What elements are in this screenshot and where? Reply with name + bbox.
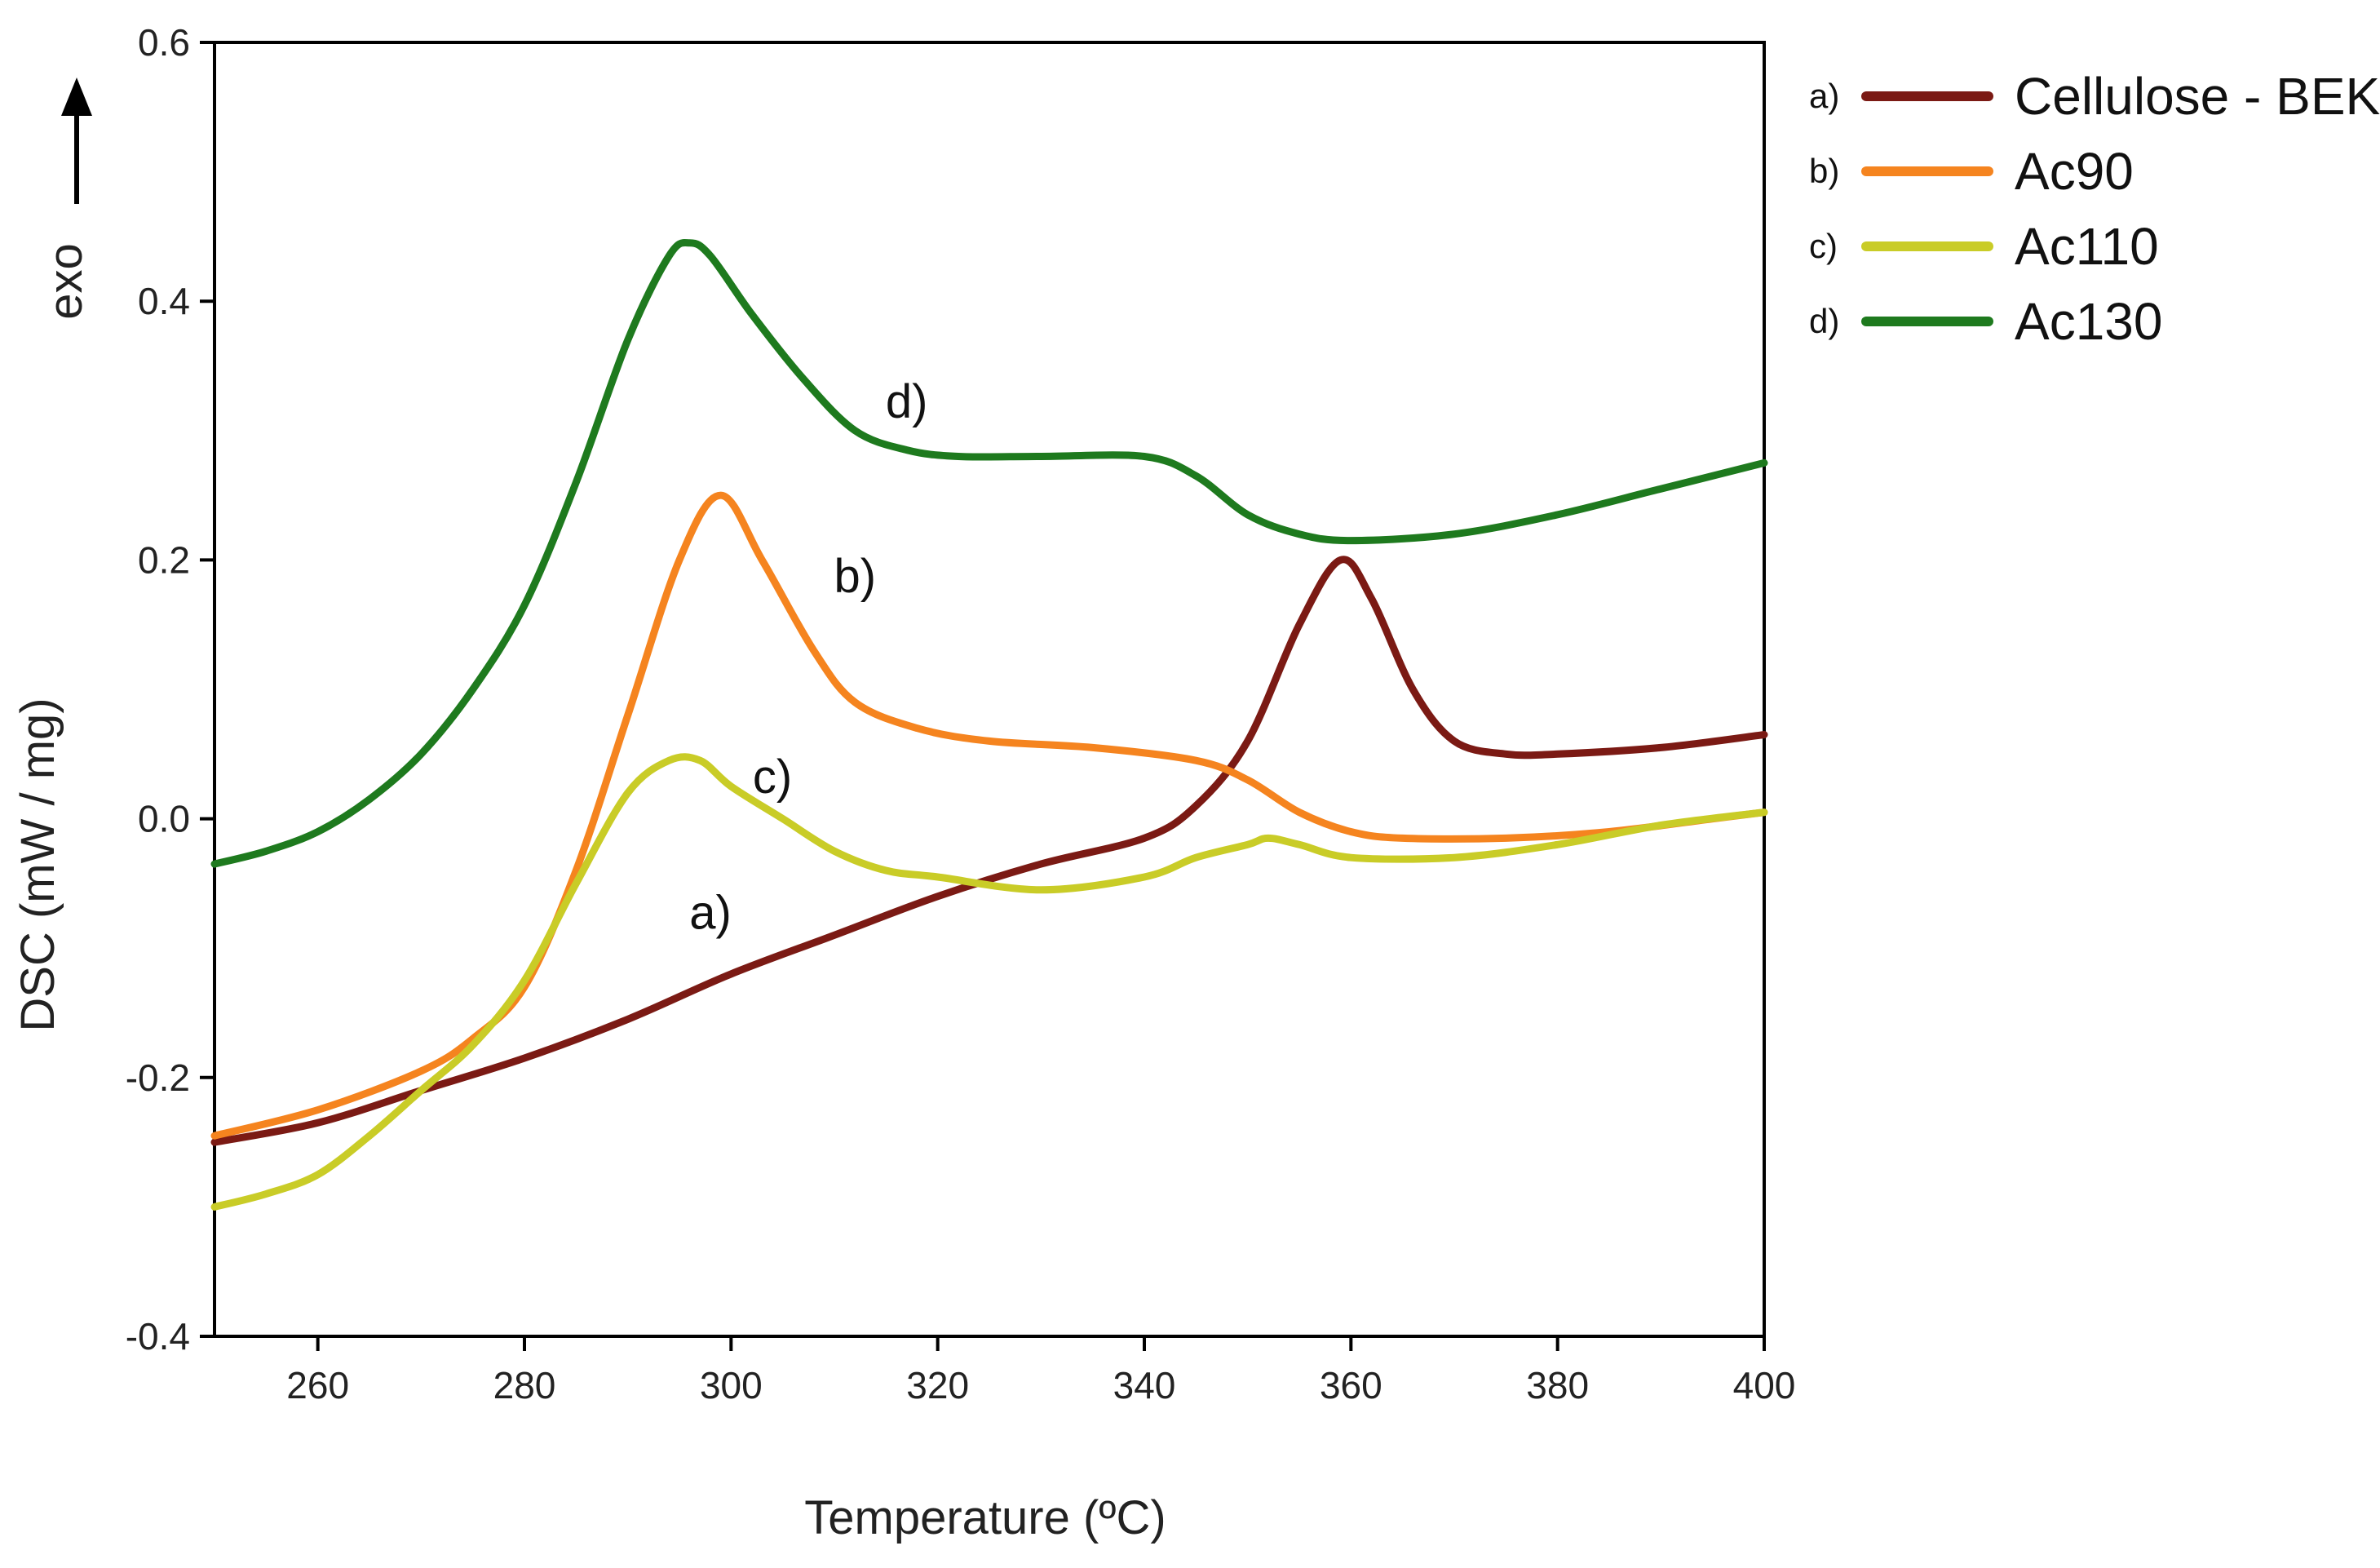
legend-letter: d) — [1809, 302, 1839, 340]
legend-letter: a) — [1809, 77, 1839, 115]
legend-label: Cellulose - BEKP — [2015, 67, 2380, 126]
series-line-a — [210, 556, 1768, 1146]
annotation-c: c) — [753, 751, 792, 804]
y-tick-label: -0.2 — [126, 1056, 190, 1099]
y-axis: -0.4 -0.2 0.0 0.2 0.4 0.6 — [126, 21, 215, 1358]
series-annotations: a) b) c) d) — [689, 375, 927, 939]
exo-indicator: exo — [39, 78, 92, 320]
annotation-a: a) — [689, 886, 732, 939]
series-line-d — [210, 239, 1768, 868]
legend-label: Ac90 — [2015, 142, 2134, 201]
y-tick-label: 0.4 — [138, 280, 190, 322]
y-tick-label: 0.2 — [138, 538, 190, 581]
series-line-b — [210, 491, 1768, 1140]
y-axis-title: DSC (mW / mg) — [11, 698, 64, 1031]
plot-border — [213, 41, 1766, 1338]
legend: a) Cellulose - BEKP b) Ac90 c) Ac110 d) Ac130 — [1809, 67, 2380, 351]
x-tick-label: 300 — [700, 1364, 763, 1406]
legend-letter: b) — [1809, 152, 1839, 190]
legend-item-d: d) Ac130 — [1809, 292, 2162, 351]
series-lines — [210, 239, 1768, 1211]
legend-item-a: a) Cellulose - BEKP — [1809, 67, 2380, 126]
legend-label: Ac110 — [2015, 217, 2159, 276]
series-line-c — [210, 753, 1768, 1211]
legend-letter: c) — [1809, 227, 1838, 265]
y-tick-label: 0.0 — [138, 798, 190, 840]
x-tick-label: 320 — [906, 1364, 969, 1406]
legend-item-c: c) Ac110 — [1809, 217, 2159, 276]
x-tick-label: 260 — [286, 1364, 349, 1406]
x-tick-label: 380 — [1526, 1364, 1589, 1406]
x-tick-label: 400 — [1733, 1364, 1796, 1406]
y-tick-label: 0.6 — [138, 21, 190, 64]
exo-label: exo — [39, 243, 92, 320]
x-tick-label: 360 — [1320, 1364, 1382, 1406]
legend-item-b: b) Ac90 — [1809, 142, 2134, 201]
x-axis-title: Temperature (ºC) — [804, 1491, 1166, 1544]
annotation-d: d) — [886, 375, 928, 428]
x-axis: 260 280 300 320 340 360 380 400 — [286, 1336, 1795, 1406]
annotation-b: b) — [834, 550, 877, 603]
x-tick-label: 340 — [1113, 1364, 1176, 1406]
legend-label: Ac130 — [2015, 292, 2162, 351]
y-tick-label: -0.4 — [126, 1315, 190, 1358]
exo-arrow-head — [61, 78, 92, 116]
plot-area — [213, 41, 1766, 1338]
x-tick-label: 280 — [493, 1364, 556, 1406]
